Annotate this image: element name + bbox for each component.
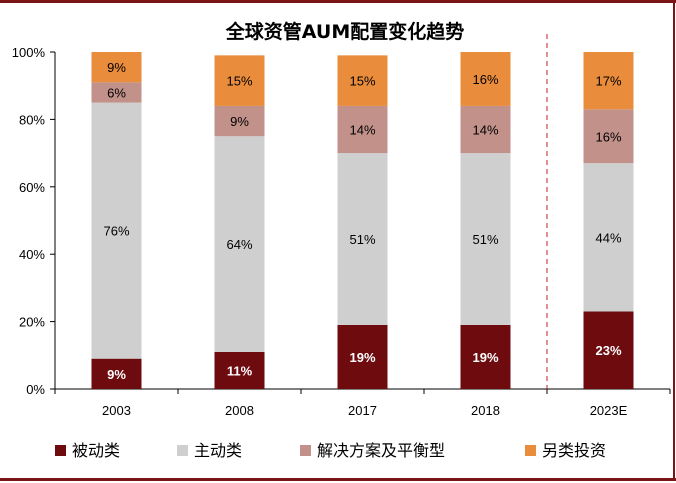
bar-segment <box>337 55 388 106</box>
bar-segment <box>583 52 634 110</box>
legend-label: 另类投资 <box>542 441 606 460</box>
bar-segment <box>91 82 142 103</box>
legend-label: 解决方案及平衡型 <box>317 441 445 460</box>
data-label: 19% <box>472 350 498 365</box>
data-label: 44% <box>595 230 621 245</box>
legend-swatch <box>55 445 66 456</box>
x-tick-label: 2018 <box>471 403 500 418</box>
data-label: 16% <box>595 129 621 144</box>
bar-segment <box>337 105 388 154</box>
x-tick-label: 2017 <box>348 403 377 418</box>
bar-segment <box>460 52 511 106</box>
data-label: 76% <box>103 224 129 239</box>
bar-segment <box>91 52 142 83</box>
y-tick-label: 40% <box>19 247 45 262</box>
data-label: 11% <box>227 363 253 378</box>
data-label: 15% <box>349 74 375 89</box>
bar-segment <box>214 351 265 389</box>
chart-title: 全球资管AUM配置变化趋势 <box>225 20 464 43</box>
data-label: 51% <box>472 232 498 247</box>
bottom-border <box>0 478 676 481</box>
bar-segment <box>214 55 265 106</box>
legend-swatch <box>525 445 536 456</box>
legend-swatch <box>300 445 311 456</box>
bar-segment <box>337 153 388 325</box>
right-border <box>673 0 675 481</box>
bar-segment <box>583 311 634 389</box>
data-label: 6% <box>107 85 126 100</box>
bar-segment <box>337 324 388 389</box>
data-label: 17% <box>595 74 621 89</box>
bar-segment <box>460 105 511 154</box>
legend: 被动类 主动类 解决方案及平衡型 另类投资 <box>55 441 606 460</box>
legend-label: 被动类 <box>72 441 120 460</box>
bar-segment <box>91 102 142 359</box>
data-label: 9% <box>230 114 249 129</box>
data-label: 23% <box>595 343 621 358</box>
data-label: 16% <box>472 72 498 87</box>
bar-segment <box>460 153 511 325</box>
x-tick-label: 2023E <box>590 403 628 418</box>
data-label: 64% <box>226 237 252 252</box>
bars: 9% 76% 6% 9% 11% 64% 9% 15% 19% 51% 14% 15% 19% 51% 14… <box>91 52 634 389</box>
y-tick-label: 80% <box>19 112 45 127</box>
bar-segment <box>583 163 634 312</box>
data-label: 14% <box>472 123 498 138</box>
legend-label: 主动类 <box>194 441 242 460</box>
top-border <box>0 0 676 3</box>
data-label: 9% <box>107 367 126 382</box>
y-tick-label: 100% <box>12 45 46 60</box>
data-label: 9% <box>107 60 126 75</box>
x-tick-label: 2003 <box>102 403 131 418</box>
bar-segment <box>214 105 265 137</box>
bar-segment <box>214 136 265 352</box>
data-label: 51% <box>349 232 375 247</box>
bar-segment <box>91 358 142 389</box>
y-tick-label: 0% <box>26 382 45 397</box>
bar-segment <box>583 109 634 164</box>
x-tick-label: 2008 <box>225 403 254 418</box>
data-label: 15% <box>226 74 252 89</box>
y-tick-label: 60% <box>19 180 45 195</box>
legend-swatch <box>177 445 188 456</box>
data-label: 14% <box>349 123 375 138</box>
data-label: 19% <box>349 350 375 365</box>
bar-segment <box>460 324 511 389</box>
y-tick-label: 20% <box>19 315 45 330</box>
axes: 0% 20% 40% 60% 80% 100% 2003 2008 2017 2018 2023E <box>12 34 671 418</box>
